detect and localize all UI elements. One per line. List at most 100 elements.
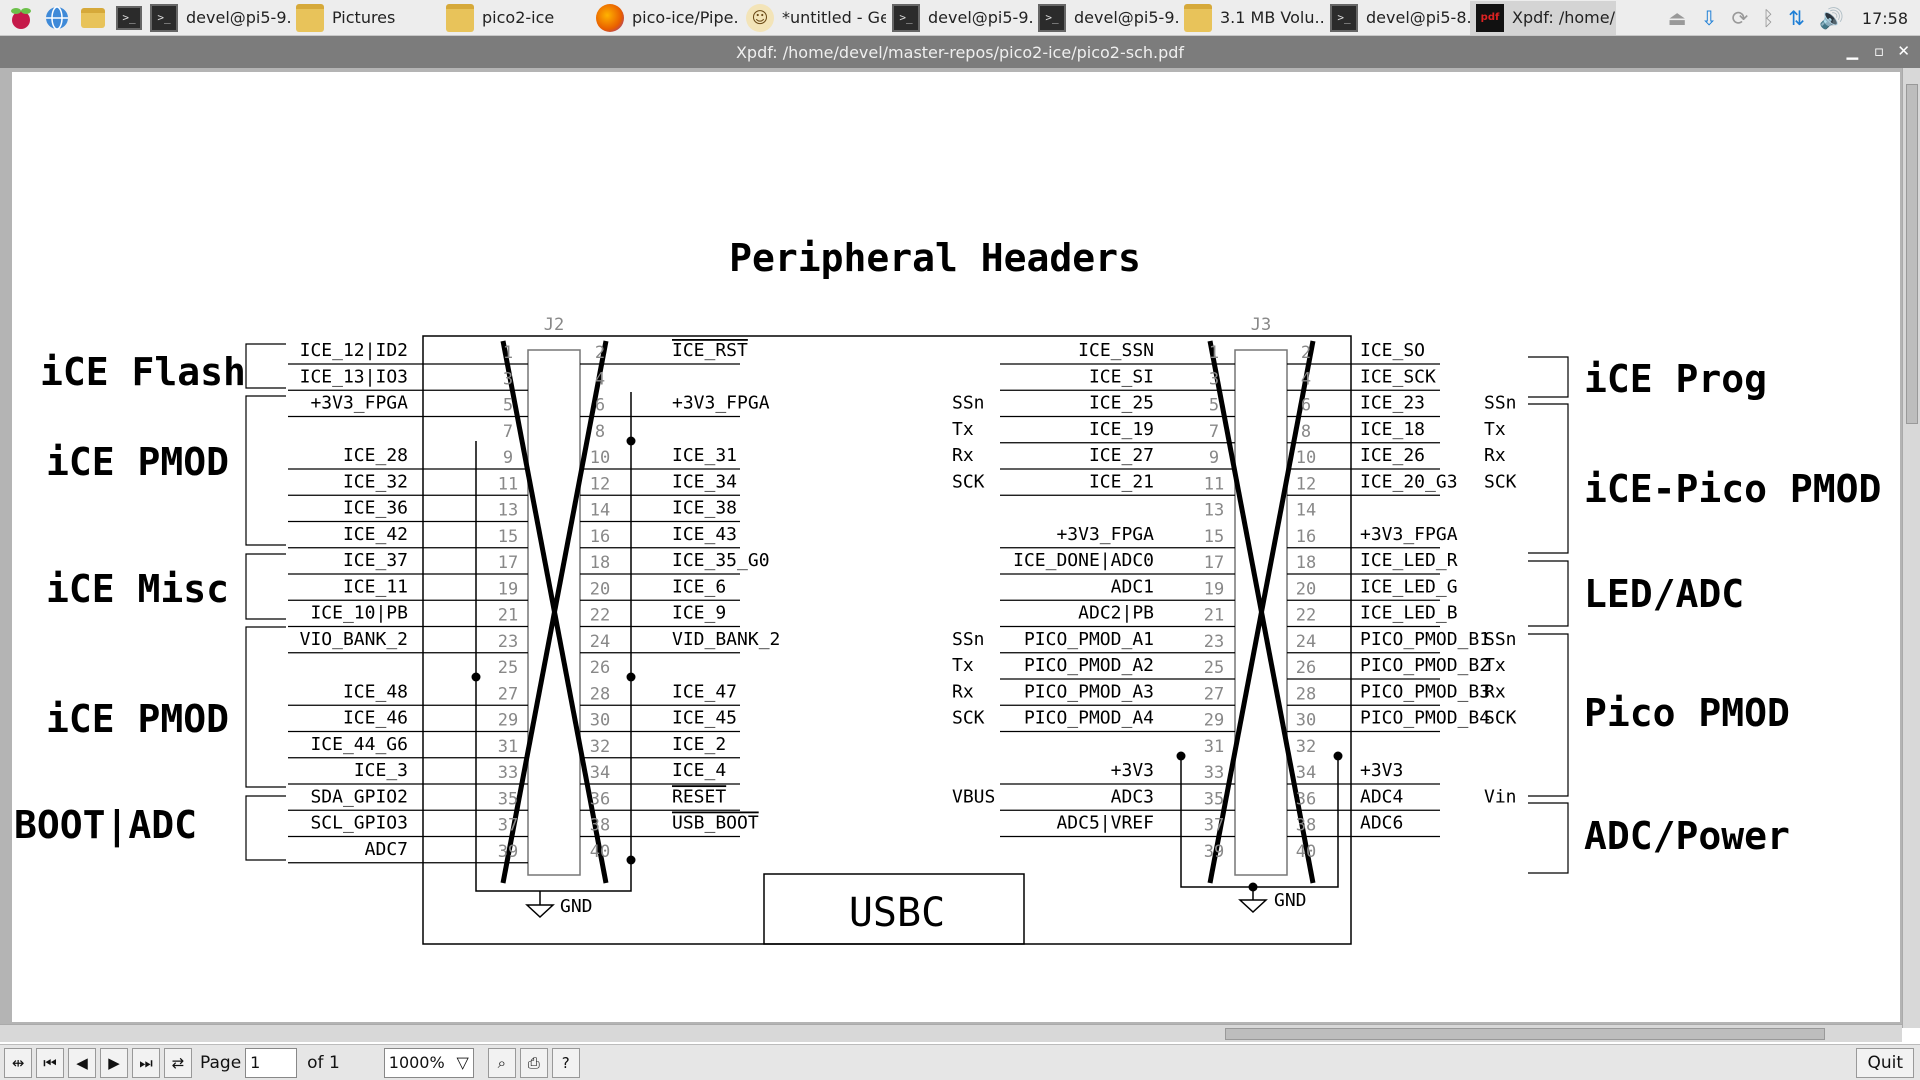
chevron-down-icon: ▽: [456, 1052, 469, 1072]
taskbar-window-pictures[interactable]: Pictures: [290, 1, 440, 35]
pin-number: 7: [503, 422, 513, 442]
pin-number: 34: [1296, 763, 1316, 783]
net-label: ADC5|VREF: [1056, 813, 1154, 834]
pin-number: 18: [590, 553, 610, 573]
pin-number: 28: [590, 684, 610, 704]
download-icon[interactable]: ⇩: [1700, 6, 1718, 30]
pin-number: 36: [1296, 789, 1316, 809]
volume-icon[interactable]: 🔊: [1818, 6, 1844, 30]
pin-number: 35: [498, 789, 518, 809]
net-label: ICE_19: [1089, 419, 1154, 440]
prev-page-icon[interactable]: ◀: [68, 1047, 96, 1078]
pin-number: 33: [498, 763, 518, 783]
section-label-left: iCE Misc: [46, 567, 229, 611]
last-page-icon[interactable]: ⏭: [132, 1047, 160, 1078]
pin-number: 17: [1204, 553, 1224, 573]
function-label: SCK: [1484, 471, 1517, 492]
pin-number: 7: [1209, 422, 1219, 442]
horizontal-scrollbar[interactable]: [0, 1024, 1902, 1042]
clock[interactable]: 17:58: [1861, 8, 1908, 28]
net-label: ICE_38: [672, 498, 737, 519]
taskbar-window-firefox[interactable]: pico-ice/Pipe..: [590, 1, 740, 35]
function-label: Rx: [1484, 445, 1506, 466]
net-label: ADC6: [1360, 813, 1403, 834]
net-label: ICE_28: [343, 445, 408, 466]
pin-number: 35: [1204, 789, 1224, 809]
terminal-launcher-icon[interactable]: >_: [114, 3, 144, 33]
window-titlebar[interactable]: Xpdf: /home/devel/master-repos/pico2-ice…: [0, 36, 1920, 68]
maximize-icon[interactable]: ▫: [1873, 42, 1884, 60]
function-label: VBUS: [952, 786, 995, 807]
section-label-left: iCE Flash: [40, 350, 246, 394]
pan-icon[interactable]: ⇹: [4, 1047, 32, 1078]
j2-gnd-label: GND: [560, 896, 593, 917]
taskbar-window-terminal-4[interactable]: >_ devel@pi5-8..: [1324, 1, 1470, 35]
eject-icon[interactable]: ⏏: [1667, 6, 1687, 30]
find-icon[interactable]: ⌕: [487, 1047, 516, 1078]
pin-number: 23: [498, 632, 518, 652]
pin-number: 22: [590, 606, 610, 626]
taskbar-window-terminal-2[interactable]: >_ devel@pi5-9..: [886, 1, 1032, 35]
horizontal-scroll-thumb[interactable]: [1225, 1028, 1825, 1040]
pin-number: 25: [498, 658, 518, 678]
file-manager-icon[interactable]: [78, 3, 108, 33]
taskbar-window-xpdf[interactable]: pdf Xpdf: /home/..: [1470, 0, 1616, 35]
first-page-icon[interactable]: ⏮: [36, 1047, 64, 1078]
bracket: [1528, 356, 1569, 398]
net-label: ADC3: [1111, 786, 1154, 807]
pin-number: 13: [1204, 501, 1224, 521]
print-icon[interactable]: ⎙: [519, 1047, 548, 1078]
pin-number: 9: [1209, 448, 1219, 468]
junction-dot: [626, 436, 636, 446]
net-label: ICE_46: [343, 708, 408, 729]
taskbar-window-terminal-3[interactable]: >_ devel@pi5-9..: [1032, 1, 1178, 35]
net-label: USB_BOOT: [672, 813, 759, 834]
section-label-right: iCE Prog: [1584, 357, 1767, 401]
page-label: Page: [200, 1052, 242, 1073]
net-label: ICE_10|PB: [310, 603, 408, 624]
pin-number: 26: [590, 658, 610, 678]
net-label: +3V3_FPGA: [310, 393, 408, 414]
taskbar-window-volume[interactable]: 3.1 MB Volu..: [1178, 1, 1324, 35]
zoom-select[interactable]: 1000% ▽: [383, 1047, 474, 1078]
raspberry-menu-icon[interactable]: [6, 3, 36, 33]
function-label: Rx: [952, 445, 974, 466]
pin-number: 31: [1204, 737, 1224, 757]
quit-button[interactable]: Quit: [1856, 1048, 1914, 1078]
function-label: SCK: [952, 471, 985, 492]
pin-number: 16: [1296, 527, 1316, 547]
usbc-label: USBC: [849, 890, 945, 936]
browser-globe-icon[interactable]: [42, 3, 72, 33]
page-number-input[interactable]: 1: [245, 1047, 298, 1078]
bluetooth-icon[interactable]: ᛒ: [1762, 6, 1775, 30]
vertical-scrollbar[interactable]: [1902, 68, 1920, 1028]
minimize-icon[interactable]: ▁: [1846, 42, 1858, 60]
net-label: ICE_9: [672, 603, 726, 624]
help-icon[interactable]: ?: [551, 1047, 580, 1078]
next-page-icon[interactable]: ▶: [100, 1047, 128, 1078]
taskbar-window-pico2-ice[interactable]: pico2-ice: [440, 1, 590, 35]
sync-icon[interactable]: ⟳: [1731, 6, 1749, 30]
net-label: ICE_35_G0: [672, 550, 770, 571]
document-view[interactable]: Peripheral Headers USBC J2 J3 GND: [0, 68, 1920, 1028]
history-icon[interactable]: ⇄: [164, 1047, 192, 1078]
j2-cross-line-b: [500, 340, 609, 884]
function-label: SSn: [1484, 629, 1517, 650]
pin-number: 3: [1209, 369, 1219, 389]
pdf-page: Peripheral Headers USBC J2 J3 GND: [12, 72, 1900, 1022]
bracket: [245, 553, 286, 620]
taskbar-window-terminal-1[interactable]: >_ devel@pi5-9..: [144, 1, 290, 35]
close-icon[interactable]: ✕: [1897, 42, 1910, 60]
j2-header-body: [527, 349, 581, 876]
function-label: Vin: [1484, 786, 1517, 807]
pin-number: 10: [590, 448, 610, 468]
schematic-title: Peripheral Headers: [729, 236, 1141, 280]
taskbar: >_ >_ devel@pi5-9.. Pictures pico2-ice pi…: [0, 0, 1920, 36]
taskbar-window-geany[interactable]: ☺ *untitled - Ge..: [740, 1, 886, 35]
vertical-scroll-thumb[interactable]: [1906, 84, 1918, 424]
net-label: PICO_PMOD_B4: [1360, 708, 1490, 729]
function-label: SSn: [952, 393, 985, 414]
network-icon[interactable]: ⇅: [1788, 6, 1805, 30]
pin-number: 32: [590, 737, 610, 757]
